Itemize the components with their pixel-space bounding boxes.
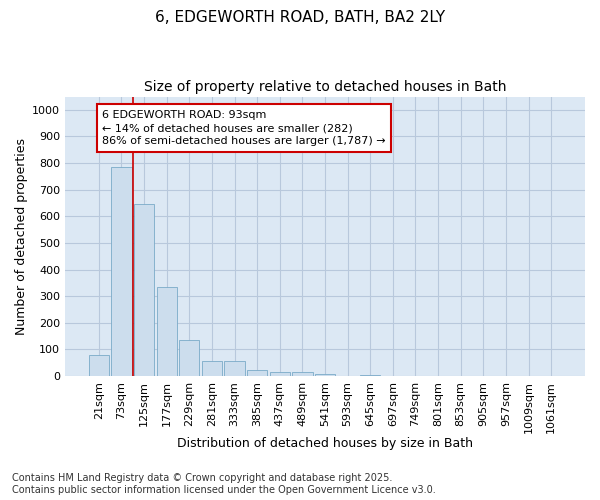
Bar xyxy=(360,375,380,376)
Text: 6, EDGEWORTH ROAD, BATH, BA2 2LY: 6, EDGEWORTH ROAD, BATH, BA2 2LY xyxy=(155,10,445,25)
Text: 6 EDGEWORTH ROAD: 93sqm
← 14% of detached houses are smaller (282)
86% of semi-d: 6 EDGEWORTH ROAD: 93sqm ← 14% of detache… xyxy=(102,110,386,146)
Bar xyxy=(315,374,335,376)
Bar xyxy=(202,361,222,376)
Bar xyxy=(89,355,109,376)
Bar xyxy=(111,167,131,376)
Bar xyxy=(179,340,199,376)
Text: Contains HM Land Registry data © Crown copyright and database right 2025.
Contai: Contains HM Land Registry data © Crown c… xyxy=(12,474,436,495)
Title: Size of property relative to detached houses in Bath: Size of property relative to detached ho… xyxy=(144,80,506,94)
Bar xyxy=(134,204,154,376)
Bar xyxy=(269,372,290,376)
Bar xyxy=(224,361,245,376)
Y-axis label: Number of detached properties: Number of detached properties xyxy=(15,138,28,335)
Bar xyxy=(247,370,268,376)
X-axis label: Distribution of detached houses by size in Bath: Distribution of detached houses by size … xyxy=(177,437,473,450)
Bar xyxy=(292,372,313,376)
Bar xyxy=(157,287,177,376)
